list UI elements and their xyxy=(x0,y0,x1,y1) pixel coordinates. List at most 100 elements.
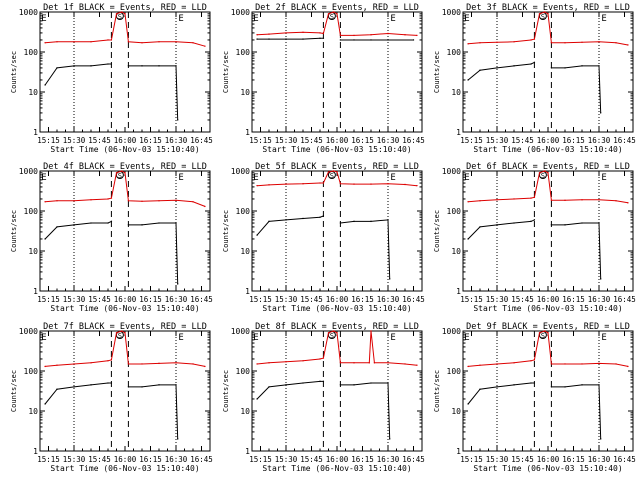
series-lld-point xyxy=(615,200,617,202)
plot-title: Det 4f BLACK = Events, RED = LLD xyxy=(43,162,207,172)
detector-plot-6: Det 6f BLACK = Events, RED = LLD 1 10 100 10… xyxy=(433,162,636,313)
y-tick-label: 1 xyxy=(33,287,38,296)
series-events-point xyxy=(496,386,498,388)
series-lld-point xyxy=(467,43,469,45)
series-lld-point xyxy=(543,11,546,13)
x-tick-label: 15:45 xyxy=(511,136,534,145)
series-lld-point xyxy=(479,200,481,202)
series-lld-point xyxy=(416,34,418,37)
series-lld-point xyxy=(110,197,113,199)
series-lld-point xyxy=(530,360,532,362)
x-tick-label: 16:30 xyxy=(588,455,611,464)
series-events-point xyxy=(550,224,553,226)
series-lld-point xyxy=(370,34,372,36)
series-events-point xyxy=(127,224,130,226)
series-events-point xyxy=(175,384,177,386)
start-marker-label: S xyxy=(118,13,122,21)
x-tick-label: 16:15 xyxy=(351,455,374,464)
series-events-point xyxy=(285,219,287,221)
x-tick-label: 15:45 xyxy=(300,455,323,464)
series-events-point xyxy=(268,220,270,223)
series-events-point xyxy=(600,278,602,280)
series-lld-point xyxy=(581,41,583,43)
series-events-point xyxy=(175,65,177,67)
series-events-point xyxy=(581,222,583,224)
end-marker-label: E xyxy=(464,14,469,24)
end-marker-label: E xyxy=(464,173,469,183)
series-lld-point xyxy=(404,183,406,186)
series-lld-point xyxy=(302,31,304,34)
series-lld-point xyxy=(56,364,58,366)
x-axis-label: Start Time (06-Nov-03 15:10:40) xyxy=(473,464,622,473)
series-events-point xyxy=(353,384,355,386)
x-tick-label: 15:30 xyxy=(275,455,298,464)
x-axis-label: Start Time (06-Nov-03 15:10:40) xyxy=(262,464,411,473)
series-events-point xyxy=(56,226,58,228)
series-events-point xyxy=(564,67,566,69)
series-events-point xyxy=(110,220,113,223)
series-events-point xyxy=(370,39,372,41)
series-events-point xyxy=(319,37,321,40)
series-lld-point xyxy=(327,171,330,173)
series-events-point xyxy=(90,222,92,224)
series-lld-point xyxy=(175,199,177,202)
series-events-point xyxy=(598,222,600,224)
series-events-point xyxy=(158,222,160,224)
plot-title: Det 9f BLACK = Events, RED = LLD xyxy=(466,322,630,332)
y-axis-label: Counts/sec xyxy=(222,210,230,252)
detector-plot-9: Det 9f BLACK = Events, RED = LLD 1 10 100 10… xyxy=(433,322,636,473)
series-events-point xyxy=(268,38,270,40)
series-events-point xyxy=(73,65,75,67)
x-tick-label: 15:45 xyxy=(300,136,323,145)
series-lld-point xyxy=(204,365,206,368)
series-lld-point xyxy=(124,13,126,15)
series-lld-point xyxy=(547,13,549,15)
series-events-point xyxy=(256,38,258,40)
start-marker-label: S xyxy=(541,172,545,180)
start-marker-label: S xyxy=(330,13,334,21)
y-tick-label: 1000 xyxy=(442,327,461,336)
x-tick-label: 15:30 xyxy=(486,455,509,464)
series-lld-point xyxy=(192,363,194,365)
end-marker-label: E xyxy=(253,14,258,24)
series-events-point xyxy=(339,39,342,41)
x-tick-label: 15:15 xyxy=(460,136,483,145)
plot-title: Det 3f BLACK = Events, RED = LLD xyxy=(466,3,630,13)
series-lld-point xyxy=(127,363,130,365)
x-tick-label: 15:30 xyxy=(63,136,86,145)
x-tick-label: 16:45 xyxy=(190,455,213,464)
end-marker-label: E xyxy=(253,173,258,183)
series-events-point xyxy=(127,386,130,388)
series-events-point xyxy=(107,222,109,224)
y-tick-label: 10 xyxy=(451,407,461,416)
y-tick-label: 1 xyxy=(456,128,461,137)
y-axis-label: Counts/sec xyxy=(433,370,441,412)
series-events-point xyxy=(467,79,469,81)
series-events-point xyxy=(268,386,270,388)
series-events-point xyxy=(598,384,600,386)
series-lld-point xyxy=(192,42,194,44)
series-lld-point xyxy=(268,362,270,364)
x-tick-label: 16:45 xyxy=(613,136,636,145)
x-tick-label: 15:30 xyxy=(63,295,86,304)
series-lld-point xyxy=(158,362,160,365)
y-tick-label: 1 xyxy=(456,287,461,296)
x-tick-label: 15:30 xyxy=(486,136,509,145)
x-tick-label: 16:15 xyxy=(351,136,374,145)
x-tick-label: 16:45 xyxy=(613,295,636,304)
series-lld-point xyxy=(416,364,418,366)
series-lld-point xyxy=(110,39,113,41)
series-events-point xyxy=(90,65,92,67)
x-tick-label: 16:45 xyxy=(402,295,425,304)
series-lld-point xyxy=(90,362,92,364)
series-lld-point xyxy=(598,41,600,43)
series-lld-point xyxy=(530,197,532,199)
x-tick-label: 15:45 xyxy=(88,455,111,464)
end-marker-label: E xyxy=(178,333,183,343)
series-events-point xyxy=(513,384,515,386)
y-axis-label: Counts/sec xyxy=(10,210,18,252)
series-lld-point xyxy=(107,39,109,41)
series-lld-point xyxy=(175,362,177,364)
series-events-point xyxy=(302,217,304,220)
series-events-point xyxy=(353,39,355,41)
